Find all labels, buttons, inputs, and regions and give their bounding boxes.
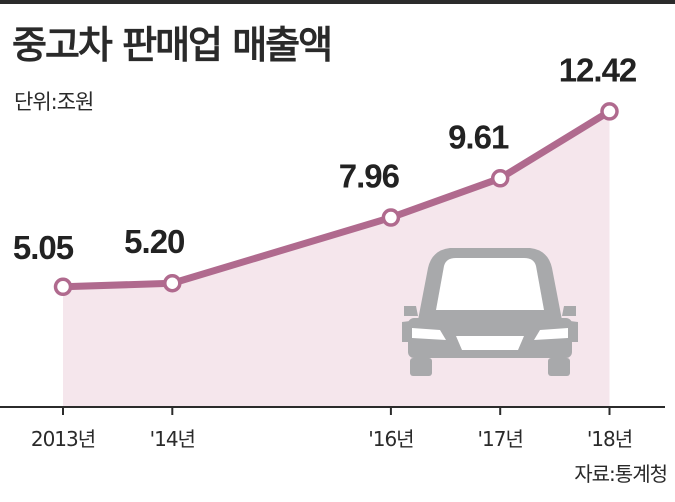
chart-title: 중고차 판매업 매출액 [12, 23, 333, 67]
data-point-3 [381, 208, 401, 227]
value-label-1: 5.05 [13, 229, 74, 266]
source-label: 자료:통계청 [574, 462, 668, 486]
x-tick-label-4: '17년 [478, 427, 523, 451]
x-tick-label-5: '18년 [587, 427, 632, 451]
value-label-3: 7.96 [339, 158, 400, 195]
value-label-5: 12.42 [559, 51, 637, 88]
unit-label: 단위:조원 [14, 90, 94, 114]
data-point-4 [490, 169, 510, 188]
value-label-4: 9.61 [448, 118, 509, 155]
data-point-5 [600, 102, 619, 121]
data-point-2 [163, 273, 182, 293]
value-label-layer: 5.05 5.20 7.96 9.61 12.42 [13, 51, 638, 266]
x-tick-label-1: 2013년 [31, 427, 95, 451]
marker-layer [53, 102, 619, 297]
tick-layer: 2013년 '14년 '16년 '17년 '18년 [31, 407, 633, 451]
top-rule [0, 0, 675, 4]
x-tick-label-2: '14년 [150, 427, 195, 451]
car-icon [402, 248, 578, 376]
data-point-1 [53, 277, 73, 297]
x-tick-label-3: '16년 [368, 427, 413, 451]
value-label-2: 5.20 [124, 223, 184, 260]
